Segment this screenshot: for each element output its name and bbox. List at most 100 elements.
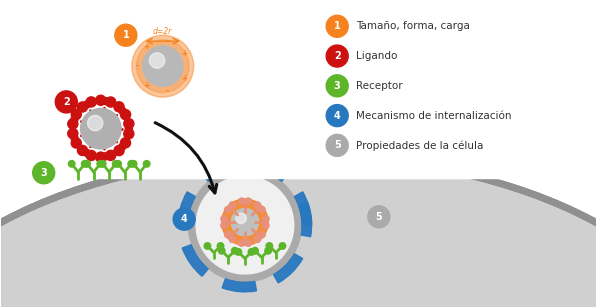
Circle shape	[124, 129, 134, 139]
Bar	[1, 0, 596, 177]
Ellipse shape	[0, 156, 597, 308]
Circle shape	[259, 206, 265, 213]
Circle shape	[86, 150, 96, 160]
Circle shape	[112, 160, 119, 167]
Circle shape	[71, 138, 81, 148]
Circle shape	[238, 240, 245, 246]
Circle shape	[235, 249, 242, 255]
Circle shape	[221, 222, 227, 229]
Circle shape	[102, 98, 109, 105]
Circle shape	[96, 95, 106, 105]
Circle shape	[121, 138, 131, 148]
Text: -: -	[165, 37, 169, 46]
Circle shape	[221, 199, 268, 245]
Circle shape	[265, 247, 272, 254]
Circle shape	[78, 145, 88, 156]
Circle shape	[84, 149, 90, 156]
Circle shape	[69, 160, 75, 167]
Circle shape	[263, 216, 269, 222]
Circle shape	[231, 209, 259, 236]
Circle shape	[82, 160, 88, 167]
Circle shape	[115, 24, 137, 46]
Text: +: +	[181, 49, 188, 58]
Circle shape	[121, 110, 131, 120]
Circle shape	[219, 247, 225, 254]
Text: 3: 3	[41, 168, 47, 178]
Circle shape	[254, 236, 261, 242]
Wedge shape	[298, 202, 312, 237]
Circle shape	[266, 243, 273, 249]
Text: 3: 3	[334, 81, 340, 91]
Circle shape	[124, 119, 134, 129]
Wedge shape	[255, 160, 288, 181]
Circle shape	[71, 135, 78, 142]
Circle shape	[84, 101, 90, 108]
Circle shape	[326, 45, 348, 67]
Circle shape	[254, 202, 261, 209]
Text: d=2r: d=2r	[153, 27, 173, 36]
Text: 1: 1	[122, 30, 129, 40]
Text: Receptor: Receptor	[356, 81, 403, 91]
Circle shape	[56, 91, 78, 113]
Circle shape	[106, 150, 116, 160]
Circle shape	[326, 105, 348, 127]
Circle shape	[257, 205, 262, 210]
Circle shape	[81, 108, 121, 149]
Wedge shape	[294, 192, 312, 225]
Circle shape	[115, 160, 121, 167]
Circle shape	[279, 243, 286, 249]
Text: Ligando: Ligando	[356, 51, 398, 61]
Text: Propiedades de la célula: Propiedades de la célula	[356, 140, 484, 151]
Circle shape	[224, 231, 231, 238]
Circle shape	[137, 40, 189, 92]
Circle shape	[368, 206, 390, 228]
Circle shape	[236, 213, 247, 224]
Circle shape	[222, 220, 226, 225]
Circle shape	[149, 53, 165, 68]
Text: -: -	[165, 87, 169, 96]
Circle shape	[86, 97, 96, 107]
Circle shape	[119, 143, 126, 150]
Circle shape	[257, 235, 262, 239]
Circle shape	[106, 97, 116, 107]
Circle shape	[71, 109, 81, 120]
Circle shape	[78, 102, 88, 112]
Circle shape	[189, 168, 301, 282]
Wedge shape	[202, 160, 235, 181]
Circle shape	[232, 247, 238, 254]
Circle shape	[173, 208, 195, 230]
Circle shape	[143, 160, 150, 167]
Circle shape	[96, 152, 106, 162]
Circle shape	[263, 220, 268, 225]
Circle shape	[228, 235, 232, 239]
Circle shape	[132, 35, 193, 97]
Circle shape	[242, 199, 247, 204]
Text: +: +	[143, 42, 150, 51]
Wedge shape	[182, 245, 208, 276]
Circle shape	[67, 119, 78, 129]
Bar	[1, 0, 596, 177]
Circle shape	[97, 160, 103, 167]
Circle shape	[245, 240, 251, 246]
Text: -: -	[136, 62, 139, 71]
Circle shape	[245, 198, 251, 205]
Circle shape	[33, 162, 55, 184]
Text: 5: 5	[334, 140, 340, 150]
Circle shape	[252, 247, 259, 254]
Wedge shape	[222, 279, 257, 292]
Circle shape	[228, 205, 232, 210]
Text: +: +	[143, 81, 150, 90]
Wedge shape	[273, 254, 303, 283]
Text: 4: 4	[334, 111, 340, 121]
Circle shape	[263, 222, 269, 229]
Circle shape	[224, 206, 231, 213]
Circle shape	[217, 243, 224, 249]
Circle shape	[143, 46, 183, 87]
Circle shape	[88, 115, 103, 131]
Circle shape	[204, 243, 211, 249]
Circle shape	[326, 75, 348, 97]
Circle shape	[326, 15, 348, 37]
Circle shape	[130, 160, 137, 167]
Text: Mecanismo de internalización: Mecanismo de internalización	[356, 111, 512, 121]
Circle shape	[238, 198, 245, 205]
